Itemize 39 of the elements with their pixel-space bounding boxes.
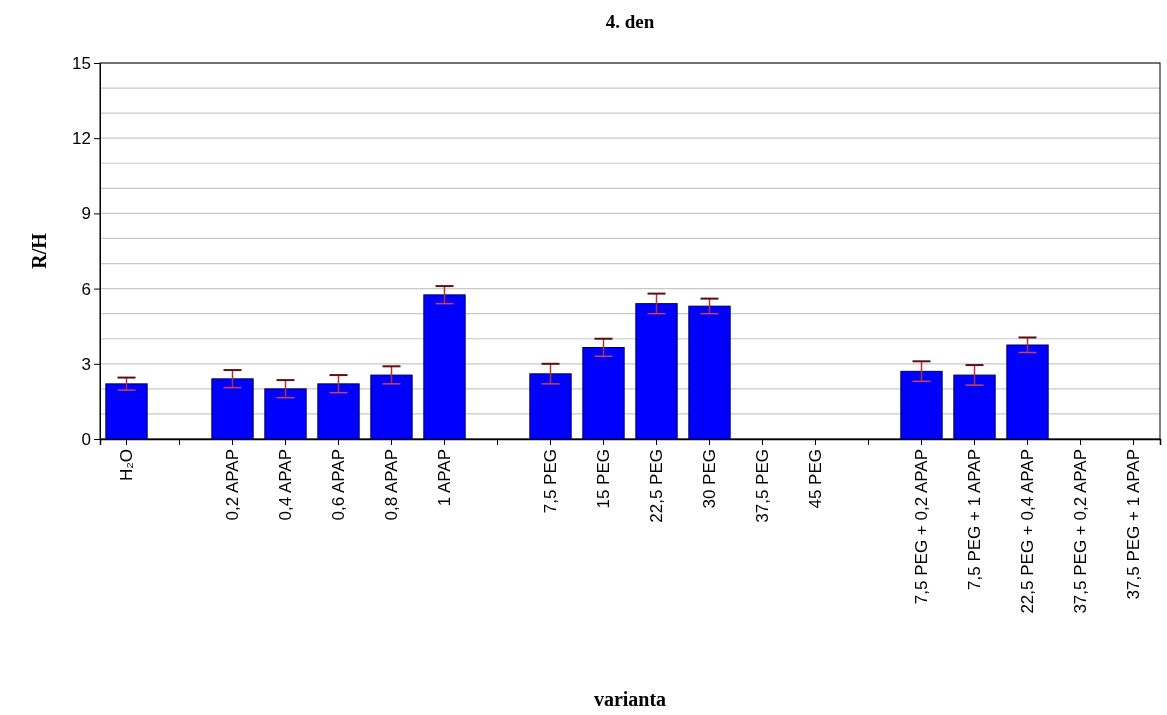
y-tick-label: 6 — [81, 279, 91, 299]
bar — [317, 383, 360, 440]
x-tick-label: 37,5 PEG + 1 APAP — [1124, 449, 1144, 600]
x-tick-label: 22,5 PEG — [647, 449, 667, 523]
x-tick-label: 37,5 PEG + 0,2 APAP — [1071, 449, 1091, 614]
bar — [582, 347, 625, 440]
x-tick-label: 0,4 APAP — [276, 449, 296, 521]
x-tick-label: H₂O — [117, 449, 137, 482]
y-tick-label: 3 — [81, 354, 91, 374]
x-tick-label: 45 PEG — [806, 449, 826, 509]
bar — [105, 383, 148, 440]
bar — [953, 374, 996, 440]
bar — [900, 370, 943, 440]
bar — [1006, 344, 1049, 440]
x-tick-label: 30 PEG — [700, 449, 720, 509]
y-tick-label: 15 — [72, 53, 91, 73]
x-tick-label: 0,2 APAP — [223, 449, 243, 521]
bar — [529, 373, 572, 440]
bar — [211, 378, 254, 440]
bar — [688, 305, 731, 440]
y-axis-title: R/H — [28, 232, 50, 269]
x-tick-label: 0,6 APAP — [329, 449, 349, 521]
x-tick-label: 37,5 PEG — [753, 449, 773, 523]
x-tick-label: 1 APAP — [435, 449, 455, 507]
x-axis-title: varianta — [593, 688, 667, 710]
bar — [635, 303, 678, 440]
bar — [423, 294, 466, 440]
y-tick-label: 12 — [72, 129, 91, 149]
y-tick-label: 9 — [81, 204, 91, 224]
x-tick-label: 22,5 PEG + 0,4 APAP — [1018, 449, 1038, 614]
bar — [264, 388, 307, 440]
y-tick-label: 0 — [81, 429, 91, 449]
x-tick-label: 0,8 APAP — [382, 449, 402, 521]
x-tick-label: 7,5 PEG + 0,2 APAP — [912, 449, 932, 605]
x-tick-label: 7,5 PEG + 1 APAP — [965, 449, 985, 590]
x-tick-label: 7,5 PEG — [541, 449, 561, 514]
bar — [370, 374, 413, 440]
x-tick-label: 15 PEG — [594, 449, 614, 509]
chart-title: 4. den — [605, 11, 655, 32]
